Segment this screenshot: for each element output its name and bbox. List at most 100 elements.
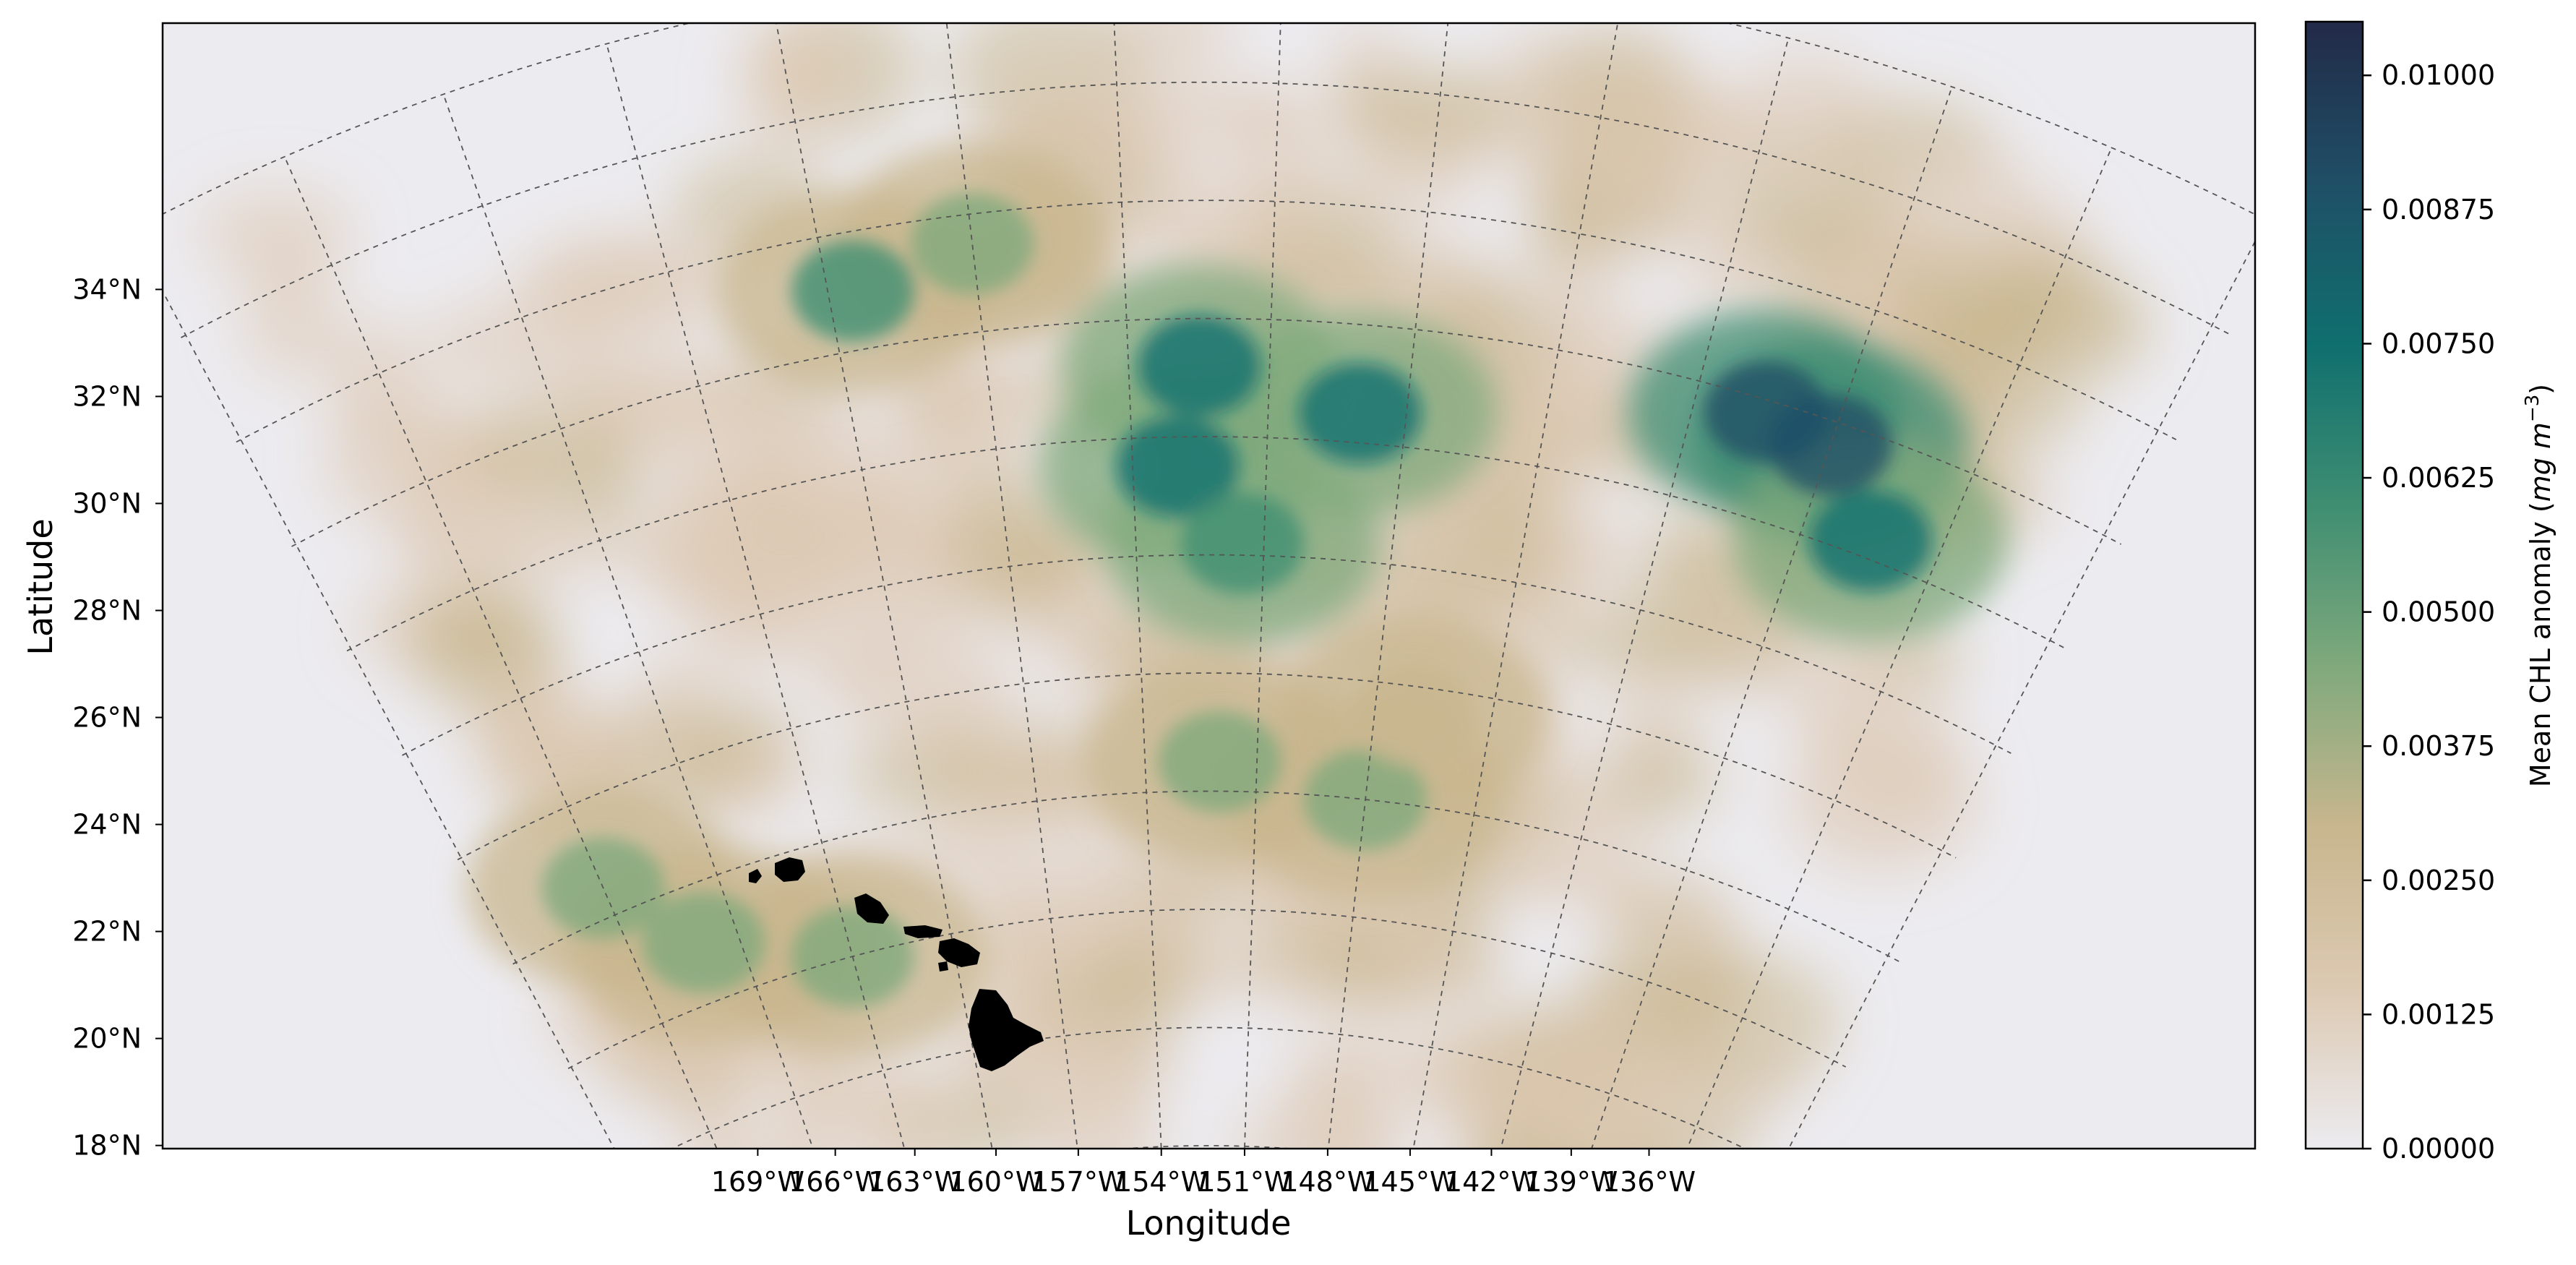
graticule-meridian bbox=[442, 94, 814, 1149]
anomaly-hotspot bbox=[1137, 315, 1261, 417]
graticule-meridian bbox=[606, 43, 906, 1149]
anomaly-texture-blob bbox=[542, 231, 744, 338]
map-frame bbox=[161, 22, 2257, 1150]
graticule-parallel bbox=[180, 81, 2232, 338]
colorbar-tick-label: 0.00125 bbox=[2382, 998, 2495, 1030]
anomaly-texture-blob bbox=[1586, 867, 1675, 939]
anomaly-hotspot bbox=[1769, 394, 1892, 496]
lon-tick-label: 163°W bbox=[868, 1166, 961, 1198]
colorbar-tick-label: 0.00000 bbox=[2382, 1133, 2495, 1165]
high-anomaly-field bbox=[541, 192, 1932, 1008]
island-niihau bbox=[749, 869, 762, 883]
graticule-meridian bbox=[1327, 23, 1449, 1149]
graticule-meridian bbox=[1412, 23, 1619, 1149]
island-hawaii bbox=[969, 989, 1044, 1071]
anomaly-texture-blob bbox=[240, 254, 340, 380]
graticule-parallel bbox=[457, 672, 1957, 861]
anomaly-texture-blob bbox=[689, 1210, 773, 1265]
anomaly-texture-blob bbox=[1166, 945, 1322, 999]
colorbar-gradient bbox=[2306, 22, 2363, 1149]
graticule-parallel bbox=[512, 790, 1902, 965]
anomaly-hotspot bbox=[642, 891, 765, 993]
graticule-meridian bbox=[945, 23, 1078, 1149]
lon-tick-label: 145°W bbox=[1363, 1166, 1456, 1198]
anomaly-texture-blob bbox=[1554, 1197, 1678, 1250]
latitude-ticks: 34°N 32°N 30°N 28°N 26°N 24°N 22°N 20°N 18°N bbox=[72, 273, 163, 1162]
colorbar-tick-label: 0.00625 bbox=[2382, 462, 2495, 494]
anomaly-hotspot bbox=[1181, 492, 1305, 594]
anomaly-texture-blob bbox=[746, 1123, 830, 1149]
anomaly-hotspot bbox=[911, 192, 1034, 294]
anomaly-texture-blob bbox=[736, 23, 843, 153]
anomaly-texture-blob bbox=[1528, 202, 1603, 266]
anomaly-texture-blob bbox=[684, 1205, 870, 1260]
anomaly-texture-blob bbox=[843, 738, 982, 817]
lon-tick-label: 157°W bbox=[1031, 1166, 1125, 1198]
island-oahu bbox=[854, 893, 889, 924]
anomaly-hotspot bbox=[1298, 362, 1422, 464]
graticule-meridian bbox=[283, 156, 718, 1149]
graticule-parallel bbox=[346, 436, 2066, 652]
colorbar-tick-label: 0.00500 bbox=[2382, 596, 2495, 628]
anomaly-texture-blob bbox=[1599, 736, 1721, 825]
anomaly-texture-blob bbox=[398, 524, 531, 586]
colorbar-tick-label: 0.01000 bbox=[2382, 59, 2495, 91]
x-axis-label: Longitude bbox=[1126, 1204, 1292, 1243]
anomaly-texture-blob bbox=[497, 521, 630, 583]
island-kauai bbox=[775, 857, 805, 882]
lon-tick-label: 136°W bbox=[1602, 1166, 1696, 1198]
colorbar-tick-label: 0.00875 bbox=[2382, 194, 2495, 226]
anomaly-texture-blob bbox=[323, 318, 428, 437]
anomaly-texture-blob bbox=[763, 570, 932, 687]
map-panel: 169°W166°W163°W160°W157°W154°W151°W148°W… bbox=[21, 22, 2257, 1265]
lat-tick-label: 18°N bbox=[72, 1130, 142, 1162]
graticule-meridian bbox=[1500, 38, 1790, 1149]
anomaly-texture-blob bbox=[1530, 235, 1618, 349]
lat-tick-label: 26°N bbox=[72, 702, 142, 734]
anomaly-texture-blob bbox=[1110, 77, 1293, 144]
anomaly-texture-blob bbox=[682, 1104, 757, 1149]
anomaly-texture-blob bbox=[640, 492, 830, 613]
island-maui bbox=[938, 938, 980, 967]
lon-tick-label: 151°W bbox=[1198, 1166, 1291, 1198]
lon-tick-label: 154°W bbox=[1115, 1166, 1208, 1198]
lat-tick-label: 22°N bbox=[72, 916, 142, 948]
graticule bbox=[163, 23, 2255, 1149]
graticule-meridian bbox=[1787, 239, 2255, 1149]
graticule-parallel bbox=[670, 1026, 1747, 1149]
hawaiian-islands bbox=[749, 857, 1044, 1071]
anomaly-texture-blob bbox=[1335, 63, 1523, 157]
graticule-meridian bbox=[1686, 147, 2113, 1149]
anomaly-texture-blob bbox=[1685, 249, 1788, 320]
lat-tick-label: 24°N bbox=[72, 809, 142, 841]
lon-tick-label: 142°W bbox=[1445, 1166, 1538, 1198]
colorbar-tick-label: 0.00750 bbox=[2382, 327, 2495, 359]
anomaly-texture-blob bbox=[198, 186, 355, 280]
anomaly-texture-blob bbox=[1034, 1074, 1162, 1149]
anomaly-texture-blob bbox=[425, 297, 617, 390]
anomaly-hotspot bbox=[791, 240, 915, 342]
anomaly-hotspot bbox=[1808, 490, 1932, 592]
anomaly-texture-blob bbox=[583, 355, 784, 432]
colorbar-ticks: 0.01000 0.00875 0.00750 0.00625 0.00500 0.003… bbox=[2363, 59, 2495, 1165]
graticule-meridian bbox=[1591, 86, 1953, 1149]
longitude-ticks: 169°W166°W163°W160°W157°W154°W151°W148°W… bbox=[711, 1149, 1696, 1198]
anomaly-texture-blob bbox=[1564, 70, 1762, 215]
anomaly-texture-blob bbox=[773, 1041, 852, 1120]
lat-tick-label: 34°N bbox=[72, 273, 142, 305]
graticule-parallel bbox=[236, 200, 2177, 443]
graticule-meridian bbox=[163, 289, 615, 1149]
lat-tick-label: 28°N bbox=[72, 594, 142, 626]
anomaly-texture-blob bbox=[916, 794, 1037, 888]
y-axis-label: Latitude bbox=[21, 518, 60, 655]
graticule-meridian bbox=[1113, 23, 1162, 1149]
lon-tick-label: 160°W bbox=[949, 1166, 1042, 1198]
colorbar-tick-label: 0.00375 bbox=[2382, 730, 2495, 762]
anomaly-texture-blob bbox=[1498, 33, 1573, 106]
colorbar-label: Mean CHL anomaly (mg m−3) bbox=[2522, 384, 2556, 787]
anomaly-hotspot bbox=[1158, 711, 1281, 812]
graticule-parallel bbox=[1118, 1144, 1299, 1149]
graticule-meridian bbox=[1244, 23, 1281, 1149]
graticule-parallel bbox=[163, 23, 2255, 215]
